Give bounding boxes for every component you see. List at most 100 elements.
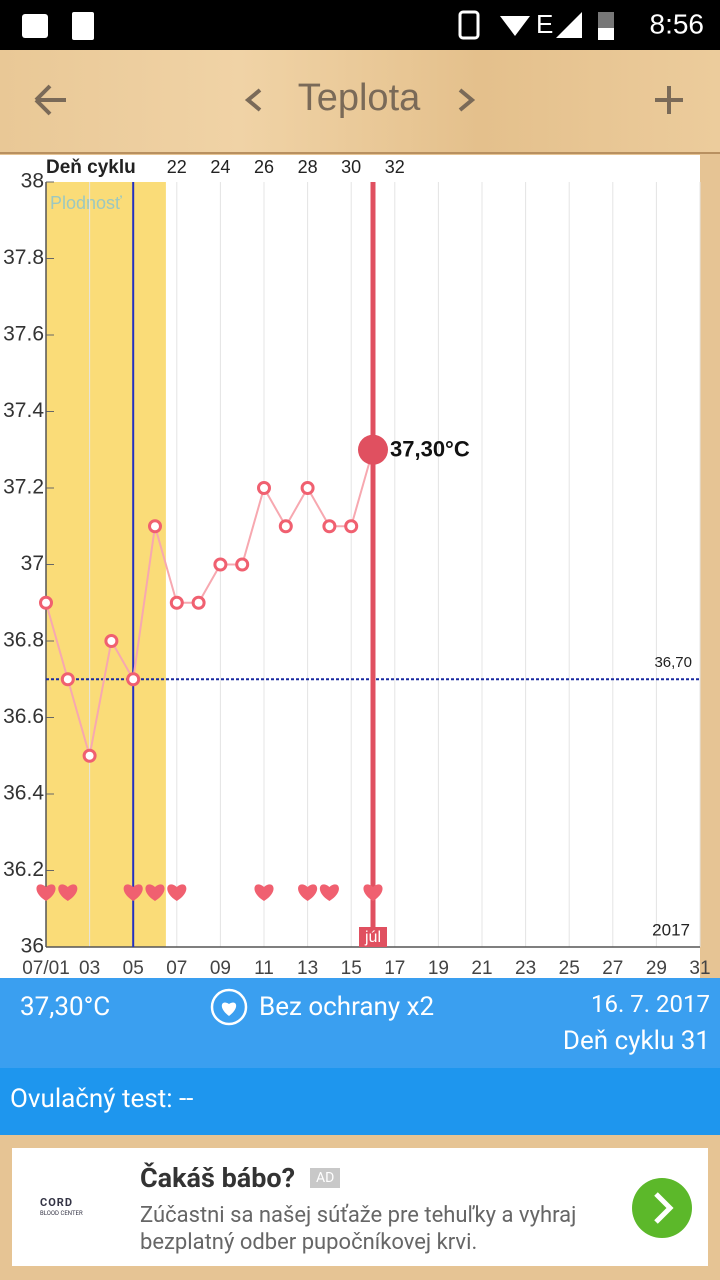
fertile-label: Plodnosť [50,193,122,213]
selected-point [358,434,388,465]
y-tick-label: 37.8 [3,246,44,269]
icon [500,16,530,36]
x-tick-label: 17 [384,958,405,978]
x-tick-label: 09 [210,958,231,978]
app-bar: Teplota [0,50,720,154]
temperature-point [39,595,53,610]
intercourse-heart [58,884,78,901]
top-tick-label: 32 [385,157,405,177]
x-tick-label: 29 [646,958,667,978]
x-tick-label: 07 [166,958,187,978]
x-tick-label: 07/01 [22,958,70,978]
x-tick-label: 05 [123,958,144,978]
temperature-line [45,449,374,757]
x-tick-label: 19 [428,958,449,978]
temperature-point [60,672,75,687]
ad-logo-sub: BLOOD CENTER [40,1210,83,1217]
icon [72,12,94,40]
icon [598,28,614,40]
intercourse: Bez ochrany x2 [259,992,435,1022]
temperature-point [278,519,293,534]
icon [22,14,48,38]
ad-text: Zúčastni sa našej súťaže pre tehuľky a v… [140,1203,577,1255]
intercourse-heart [36,884,56,901]
date: 16. 7. 2017 [591,990,710,1018]
ad-banner[interactable]: CORD BLOOD CENTER Čakáš bábo? AD Zúčastn… [12,1148,708,1266]
chart: Plodnosť 07/01 03 05 07 09 11 13 15 17 19 21 23 25 27 2… [0,155,711,978]
top-tick-label: 24 [210,157,230,177]
temperature-point [257,481,271,495]
time: 8:56 [650,8,705,39]
ad-button[interactable] [630,1176,694,1240]
icon [458,10,480,40]
cover-label: 36,70 [654,654,692,671]
y-tick-label: 37.6 [3,323,44,346]
y-tick-label: 37.4 [3,399,44,422]
y-tick-label: 36.4 [3,782,44,805]
x-tick-label: 03 [79,958,100,978]
intercourse-heart [145,884,165,901]
x-tick-label: 31 [689,958,710,978]
temperature-point [148,519,162,534]
ovulation-test: Ovulačný test: -- [10,1084,194,1114]
intercourse-heart [123,884,143,901]
title: Teplota [298,77,421,119]
y-tick-label: 36.8 [3,629,44,652]
ovulation-row[interactable]: Ovulačný test: -- [0,1068,720,1135]
top-tick-label: 22 [167,157,187,177]
ad-title: Čakáš bábo? [140,1162,296,1194]
fertile-window [46,182,166,947]
month-label: júl [364,929,381,946]
summary: 37,30°C Bez ochrany x2 16. 7. 2017 Deň c… [0,978,720,1068]
intercourse-heart [319,884,339,901]
month-badge [359,927,387,947]
back-button[interactable] [34,84,66,116]
temperature-point [235,557,250,572]
network: E [536,9,553,39]
x-tick-label: 23 [515,958,536,978]
temperature-point [300,481,315,495]
temperature-point [126,672,141,687]
temperature-point [344,519,359,534]
next-button[interactable] [458,88,476,112]
x-tick-label: 15 [341,958,362,978]
x-tick-label: 25 [559,958,580,978]
temperature-point [104,634,119,648]
temperature-point [82,748,97,763]
y-tick-label: 38 [21,170,44,193]
temperature-point [169,595,184,610]
y-tick-label: 36 [21,935,44,958]
app-bar-icons: Teplota [34,77,683,119]
x-tick-label: 27 [602,958,623,978]
temperature-point [191,595,206,610]
year-label: 2017 [652,920,690,939]
x-tick-label: 13 [297,958,318,978]
cycle-day: Deň cyklu 31 [562,1026,710,1056]
intercourse-heart [363,884,383,901]
intercourse-heart [298,884,318,901]
status-bar: E 8:56 [0,0,720,50]
status-icons: E 8:56 [22,8,705,40]
y-tick-label: 36.2 [3,858,44,881]
top-axis-title: Deň cyklu [46,157,136,178]
add-button[interactable] [655,86,683,114]
x-tick-label: 21 [471,958,492,978]
y-tick-label: 36.6 [3,705,44,728]
top-tick-label: 28 [298,157,318,177]
x-tick-label: 11 [254,958,274,978]
prev-button[interactable] [244,88,262,112]
intercourse-heart [167,884,187,901]
top-tick-label: 30 [341,157,361,177]
ad-logo: CORD [40,1196,73,1209]
icon [556,12,582,38]
intercourse-heart [254,884,274,901]
ad-badge: AD [310,1168,341,1188]
y-tick-label: 37.2 [3,476,44,499]
temperature: 37,30°C [20,992,111,1022]
top-tick-label: 26 [254,157,274,177]
temperature-point [322,519,337,534]
heart-icon [210,988,248,1026]
y-tick-label: 37 [21,552,44,575]
temperature-point [213,557,228,572]
